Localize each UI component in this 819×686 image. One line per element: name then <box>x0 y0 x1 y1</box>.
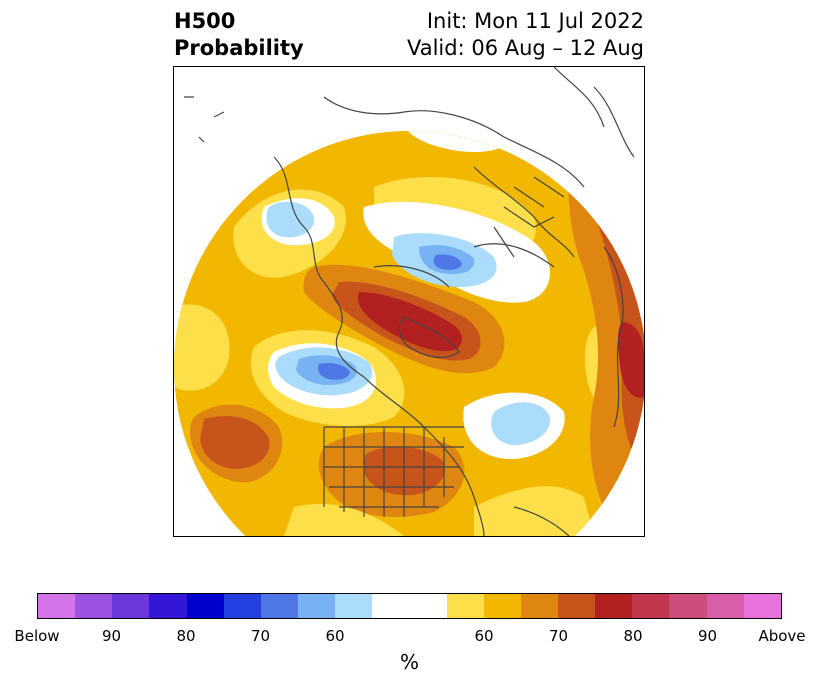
colorbar-tick-label: 80 <box>176 627 196 645</box>
colorbar-segment <box>112 594 150 618</box>
map-panel <box>173 66 645 537</box>
colorbar <box>37 593 782 619</box>
colorbar-segment <box>669 594 707 618</box>
colorbar-ticks: Below 90 80 70 60 60 70 80 90 Above <box>0 627 819 647</box>
colorbar-tick-label: Below <box>14 627 60 645</box>
colorbar-tick-label: Above <box>758 627 806 645</box>
colorbar-segment <box>595 594 633 618</box>
colorbar-segment <box>483 594 521 618</box>
colorbar-segment <box>632 594 670 618</box>
title-right: Init: Mon 11 Jul 2022 Valid: 06 Aug – 12… <box>407 8 644 62</box>
valid-range: Valid: 06 Aug – 12 Aug <box>406 36 644 60</box>
colorbar-segment <box>38 594 76 618</box>
colorbar-tick-label: 60 <box>474 627 494 645</box>
colorbar-tick-label: 70 <box>250 627 271 645</box>
colorbar-unit-label: % <box>399 650 419 674</box>
colorbar-tick-label: 90 <box>101 627 122 645</box>
variable-title: H500 <box>174 9 236 33</box>
colorbar-segment <box>706 594 744 618</box>
coastlines <box>184 67 635 536</box>
colorbar-tick-label: 60 <box>325 627 345 645</box>
colorbar-tick-label: 90 <box>697 627 718 645</box>
colorbar-segment <box>297 594 336 618</box>
colorbar-tick-label: 80 <box>623 627 643 645</box>
colorbar-tick-label: 70 <box>548 627 569 645</box>
probability-field <box>174 131 644 536</box>
colorbar-segment <box>223 594 261 618</box>
colorbar-segment <box>520 594 558 618</box>
product-title: Probability <box>174 36 304 60</box>
title-left: H500 Probability <box>174 8 304 62</box>
colorbar-segment <box>260 594 298 618</box>
colorbar-segment <box>186 594 224 618</box>
colorbar-segment <box>149 594 187 618</box>
colorbar-segment <box>372 594 447 618</box>
colorbar-segment <box>743 594 781 618</box>
colorbar-segment <box>557 594 596 618</box>
colorbar-segment <box>335 594 373 618</box>
colorbar-segment <box>75 594 113 618</box>
probability-map <box>174 67 644 536</box>
init-date: Init: Mon 11 Jul 2022 <box>426 9 644 33</box>
colorbar-segment <box>446 594 484 618</box>
